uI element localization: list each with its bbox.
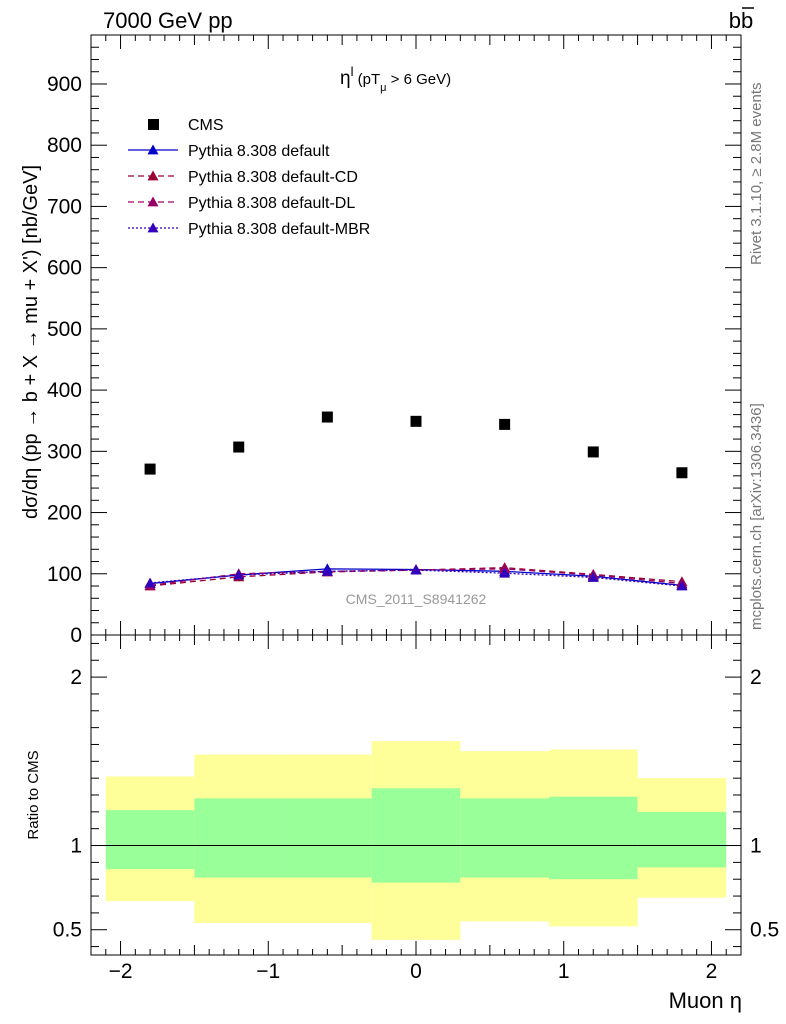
series-point-4: [321, 565, 333, 576]
header-right: b: [729, 8, 741, 33]
data-point: [233, 441, 245, 453]
x-tick-label: −2: [109, 960, 133, 983]
legend-label: Pythia 8.308 default-DL: [188, 195, 355, 212]
legend-entry-3: Pythia 8.308 default-DL: [128, 195, 355, 212]
y-tick-label: 900: [47, 73, 82, 96]
ratio-band-green: [371, 788, 461, 883]
legend-entry-2: Pythia 8.308 default-CD: [128, 169, 358, 186]
legend-label: Pythia 8.308 default-CD: [188, 169, 358, 186]
x-tick-label: 0: [410, 960, 422, 983]
legend-label: CMS: [188, 117, 224, 134]
data-point: [144, 463, 156, 475]
ratio-tick-label-right: 2: [750, 666, 762, 689]
y-tick-label: 600: [47, 257, 82, 280]
mc-markers: [144, 562, 688, 591]
series-point-4: [587, 571, 599, 582]
data-point: [410, 415, 422, 427]
series-point-4: [410, 564, 422, 575]
annotation-sup: l: [351, 64, 354, 79]
legend: CMS Pythia 8.308 default Pythia 8.308 defa…: [128, 117, 370, 238]
ratio-band-green: [637, 811, 727, 868]
ratio-tick-label-left: 0.5: [53, 919, 82, 942]
data-markers: [144, 411, 688, 479]
ratio-band-green: [194, 798, 284, 878]
series-point-4: [233, 569, 245, 580]
annotation-main: η: [340, 68, 351, 89]
ratio-y-axis-label: Ratio to CMS: [25, 750, 42, 839]
legend-entry-1: Pythia 8.308 default: [128, 143, 330, 160]
legend-label: Pythia 8.308 default: [188, 143, 330, 160]
data-point: [676, 467, 688, 479]
ratio-bands: [105, 741, 727, 940]
ratio-band-green: [460, 798, 549, 878]
data-point: [499, 418, 511, 430]
x-tick-label: 2: [706, 960, 718, 983]
mcplots-label: mcplots.cern.ch [arXiv:1306.3436]: [748, 403, 765, 630]
x-axis-label: Muon η: [669, 988, 742, 1013]
watermark: CMS_2011_S8941262: [346, 591, 487, 607]
data-point: [321, 411, 333, 423]
annotation: ηl (pTμ > 6 GeV): [340, 64, 451, 94]
ratio-ticks: [90, 635, 742, 955]
ratio-band-green: [283, 798, 372, 878]
ratio-tick-label-right: 1: [750, 835, 762, 858]
ratio-tick-label-left: 1: [70, 835, 82, 858]
y-tick-label: 300: [47, 440, 82, 463]
x-tick-label: 1: [558, 960, 570, 983]
series-point-4: [144, 577, 156, 588]
series-point-4: [499, 567, 511, 578]
data-point: [587, 446, 599, 458]
ratio-band-green: [105, 810, 195, 870]
top-ticks: [90, 34, 742, 636]
legend-marker: [147, 196, 159, 207]
header-left: 7000 GeV pp: [103, 8, 233, 33]
legend-entry-4: Pythia 8.308 default-MBR: [128, 221, 370, 238]
ratio-tick-label-right: 0.5: [750, 919, 779, 942]
y-tick-label: 200: [47, 502, 82, 525]
series-point-4: [676, 580, 688, 591]
y-tick-label: 100: [47, 563, 82, 586]
legend-marker: [147, 222, 159, 233]
ratio-tick-label-left: 2: [70, 666, 82, 689]
annotation-tail: > 6 GeV): [386, 71, 451, 88]
y-tick-label: 700: [47, 195, 82, 218]
tick-labels: −2 −1 0 1 2 0 100 200 300 400 500 600 700 800 900 0.5 0.…: [47, 73, 779, 983]
legend-marker: [147, 144, 159, 155]
header-right-bar: b: [741, 8, 753, 33]
legend-marker: [147, 170, 159, 181]
y-tick-label: 800: [47, 134, 82, 157]
rivet-label: Rivet 3.1.10, ≥ 2.8M events: [748, 83, 765, 266]
y-axis-label: dσ/dη (pp → b + X → mu + X') [nb/GeV]: [20, 165, 42, 519]
annotation-rest: (pT: [353, 71, 380, 88]
x-tick-label: −1: [256, 960, 280, 983]
y-tick-label: 500: [47, 318, 82, 341]
y-tick-label: 400: [47, 379, 82, 402]
legend-entry-0: CMS: [148, 117, 224, 134]
legend-label: Pythia 8.308 default-MBR: [188, 221, 370, 238]
ratio-band-green: [548, 796, 638, 880]
annotation-sub: μ: [380, 82, 386, 94]
y-tick-label: 0: [70, 624, 82, 647]
legend-marker: [148, 119, 159, 130]
